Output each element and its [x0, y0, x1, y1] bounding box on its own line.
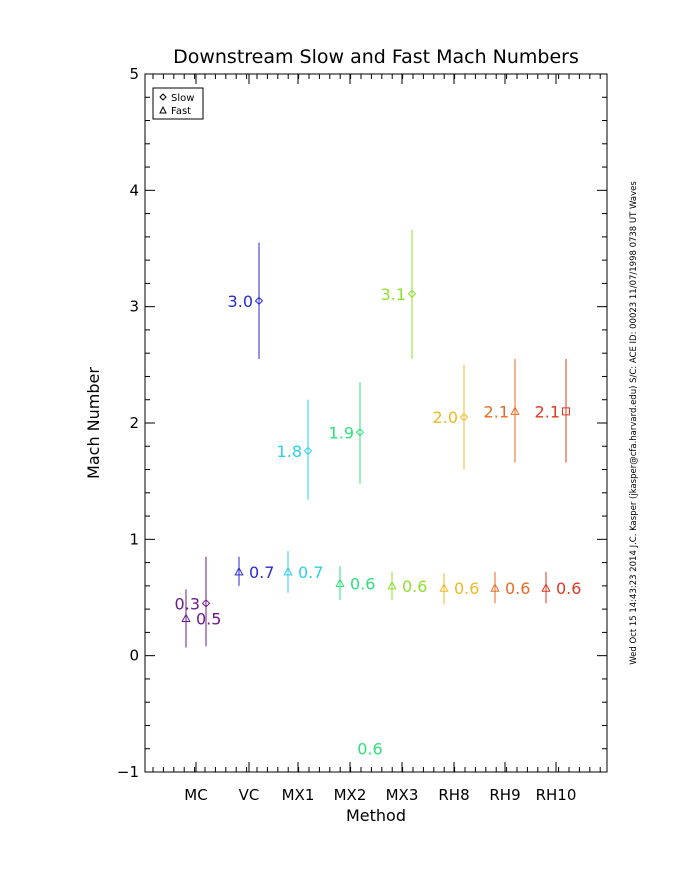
x-tick-label: MX3	[386, 786, 419, 804]
data-point-slow-mc: 0.3	[175, 556, 211, 647]
data-point-fast-vc: 0.7	[234, 556, 274, 586]
plot-frame	[144, 73, 608, 773]
legend-label-slow: Slow	[171, 93, 194, 104]
x-axis-label: Method	[346, 806, 406, 825]
x-tick-label: MX1	[282, 786, 315, 804]
legend-label-fast: Fast	[171, 106, 191, 117]
data-point-slow-rh9: 2.1	[484, 359, 520, 463]
data-point-fast-mx3: 0.6	[387, 571, 427, 600]
data-point-fast-rh9: 0.6	[490, 571, 530, 604]
data-point-slow-mx1: 1.8	[277, 399, 313, 500]
annotation-label: 0.6	[357, 740, 382, 759]
marker-triangle	[510, 406, 520, 415]
marker-square	[562, 407, 570, 416]
data-label: 2.1	[484, 402, 509, 421]
data-label: 0.7	[298, 563, 323, 582]
legend-diamond-icon	[159, 93, 167, 101]
y-tick-label: 2	[129, 414, 139, 432]
y-axis: −1 0 1 2 3 4 5	[117, 65, 607, 781]
legend-box	[152, 87, 204, 120]
legend: Slow Fast	[152, 87, 204, 120]
y-tick-label: 4	[129, 181, 139, 199]
legend-triangle-icon	[159, 105, 167, 114]
x-tick-label: MC	[184, 786, 207, 804]
marker-triangle	[283, 566, 293, 576]
marker-diamond	[254, 296, 264, 306]
data-label: 1.9	[329, 423, 354, 442]
y-tick-label: 3	[129, 298, 139, 316]
x-tick-label: RH9	[489, 786, 520, 804]
y-tick-label: 0	[129, 647, 139, 665]
marker-triangle	[490, 583, 500, 592]
data-label: 0.5	[196, 609, 221, 628]
side-note: Wed Oct 15 14:43:23 2014 J.C. Kasper (jk…	[629, 181, 639, 665]
data-point-slow-rh10: 2.1	[535, 359, 570, 463]
marker-diamond	[201, 599, 211, 608]
x-tick-label: MX2	[334, 786, 367, 804]
y-tick-label: −1	[117, 763, 139, 781]
data-marks: 0.3 3.0 1.8 1.9 3.1 2.0 2.1 2.1 0.5 0.7 0.7 0.6 0.6 0…	[175, 229, 581, 759]
y-axis-label: Mach Number	[84, 367, 103, 479]
data-label: 0.6	[556, 579, 581, 598]
data-label: 2.0	[433, 408, 458, 427]
data-point-slow-mx2: 1.9	[329, 382, 365, 484]
chart-title: Downstream Slow and Fast Mach Numbers	[173, 46, 579, 68]
x-tick-label: VC	[239, 786, 260, 804]
data-label: 3.1	[381, 285, 406, 304]
data-point-fast-rh10: 0.6	[541, 571, 581, 604]
x-tick-label: RH8	[438, 786, 469, 804]
data-label: 0.6	[350, 575, 375, 594]
data-label: 0.7	[249, 563, 274, 582]
data-label: 0.6	[402, 577, 427, 596]
y-tick-label: 1	[129, 530, 139, 548]
marker-triangle	[335, 578, 345, 588]
marker-triangle	[439, 583, 449, 592]
x-axis: MC VC MX1 MX2 MX3 RH8 RH9 RH10	[152, 74, 601, 804]
data-label: 0.6	[454, 579, 479, 598]
data-point-fast-mx1: 0.7	[283, 550, 323, 593]
y-tick-label: 5	[129, 65, 139, 83]
data-point-slow-vc: 3.0	[228, 242, 264, 360]
data-label: 3.0	[228, 292, 253, 311]
marker-diamond	[303, 446, 313, 456]
data-point-slow-rh8: 2.0	[433, 364, 469, 470]
data-point-slow-mx3: 3.1	[381, 229, 417, 360]
marker-triangle	[541, 583, 551, 592]
data-point-fast-rh8: 0.6	[439, 573, 479, 605]
marker-triangle	[387, 580, 397, 590]
marker-triangle	[234, 566, 244, 576]
marker-triangle	[181, 613, 191, 622]
data-label: 0.6	[505, 579, 530, 598]
marker-diamond	[407, 289, 417, 299]
data-label: 0.3	[175, 594, 200, 613]
data-point-fast-mc: 0.5	[181, 589, 221, 648]
marker-diamond	[355, 428, 365, 437]
marker-diamond	[459, 412, 469, 422]
x-tick-label: RH10	[536, 786, 577, 804]
data-label: 1.8	[277, 442, 302, 461]
data-point-fast-mx2: 0.6	[335, 566, 375, 600]
data-label: 2.1	[535, 402, 560, 421]
